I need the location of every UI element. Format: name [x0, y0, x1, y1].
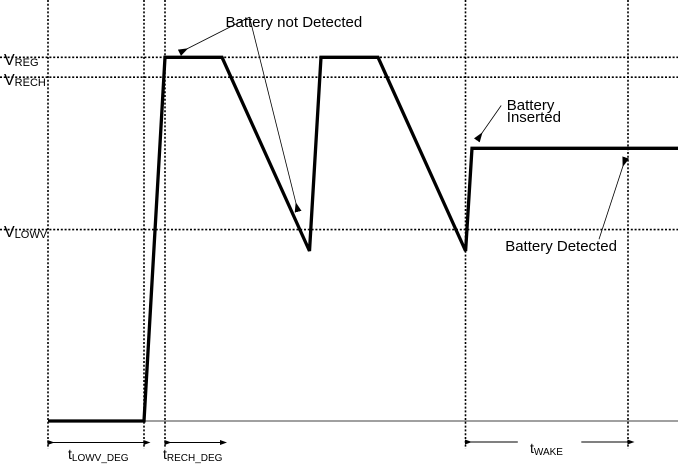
- svg-text:tWAKE: tWAKE: [530, 440, 563, 458]
- svg-text:VRECH: VRECH: [4, 72, 46, 89]
- svg-text:tLOWV_DEG: tLOWV_DEG: [68, 446, 129, 464]
- svg-text:Inserted: Inserted: [507, 109, 561, 126]
- svg-text:Battery Detected: Battery Detected: [505, 238, 617, 255]
- svg-text:tRECH_DEG: tRECH_DEG: [163, 446, 223, 464]
- svg-text:Battery not Detected: Battery not Detected: [226, 14, 363, 31]
- svg-text:VLOWV: VLOWV: [4, 224, 48, 241]
- svg-text:VREG: VREG: [4, 52, 39, 69]
